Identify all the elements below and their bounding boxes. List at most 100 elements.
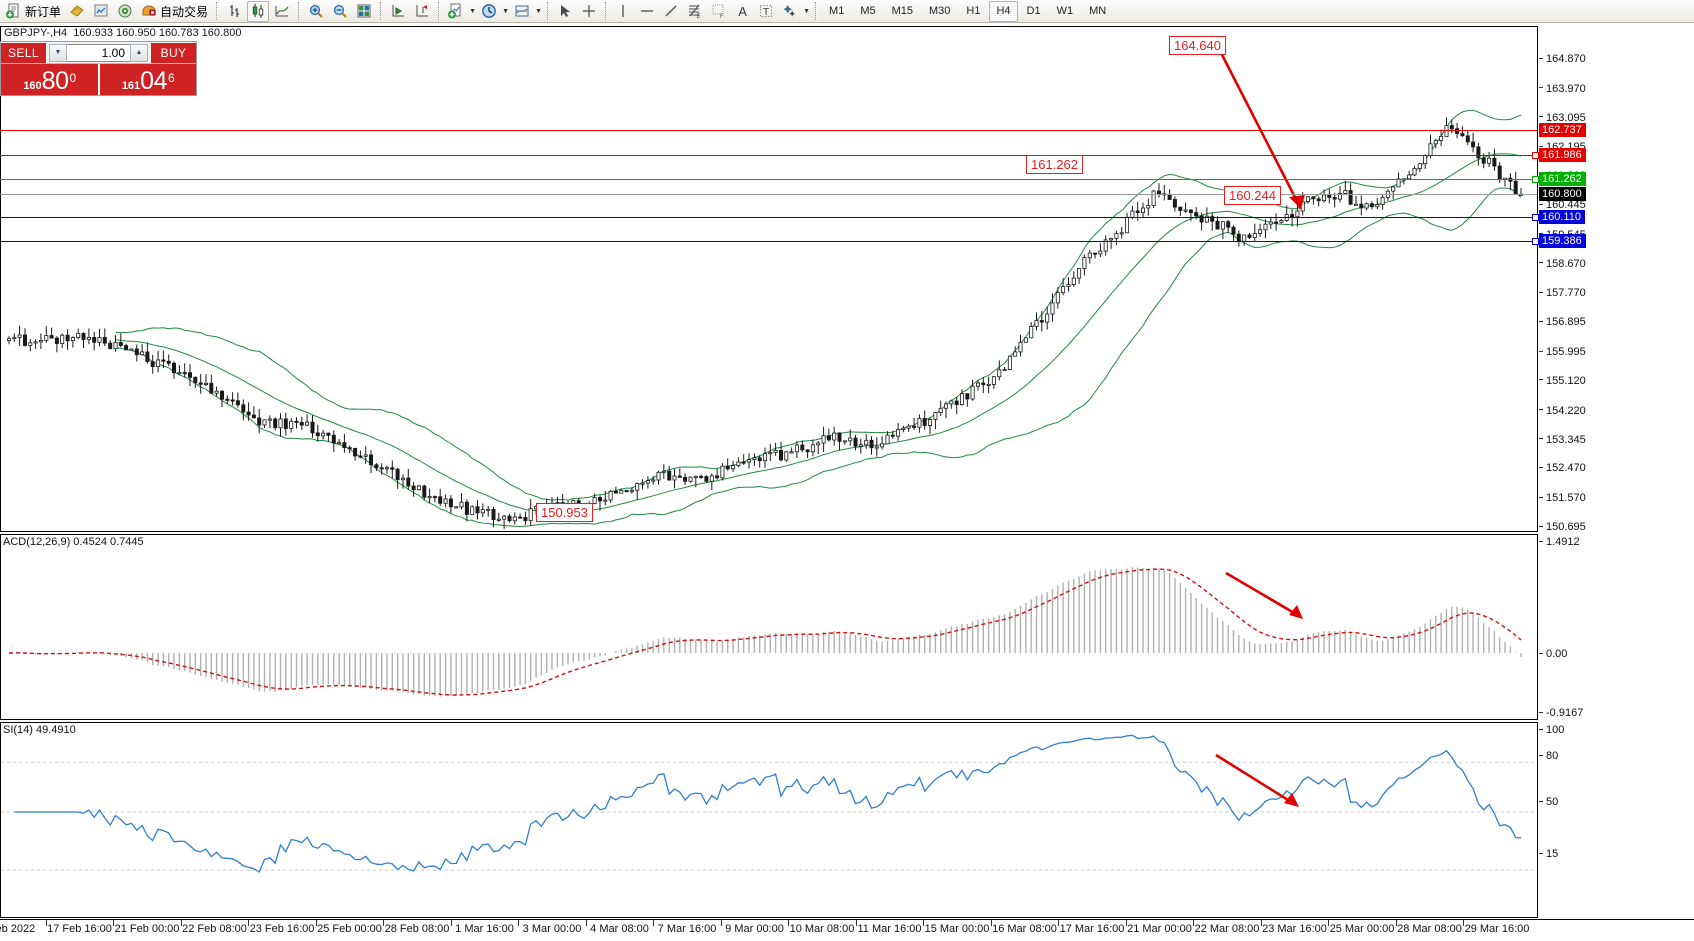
cursor-button[interactable] <box>554 1 576 22</box>
annotation-swing-low[interactable]: 150.953 <box>536 503 593 522</box>
templates-button[interactable] <box>511 1 533 22</box>
timeframe-m30[interactable]: M30 <box>929 5 951 17</box>
price-chart-canvas <box>7 44 1524 529</box>
trendline-icon <box>665 5 677 17</box>
price-level-line[interactable] <box>0 179 1537 181</box>
time-tick-separator <box>653 920 654 926</box>
grid-button[interactable] <box>353 1 375 22</box>
price-scale[interactable]: 164.870163.970163.095162.195161.320160.4… <box>1539 26 1694 533</box>
market-watch-icon <box>118 4 132 18</box>
volume-decrement-button[interactable]: ▼ <box>49 43 67 62</box>
timeframe-w1[interactable]: W1 <box>1056 5 1074 17</box>
price-level-line[interactable] <box>0 155 1537 157</box>
market-watch-button[interactable] <box>114 1 136 22</box>
price-level-label[interactable]: 162.737 <box>1539 123 1586 138</box>
timeframe-mn[interactable]: MN <box>1089 5 1107 17</box>
chart-shift-button[interactable] <box>411 1 433 22</box>
templates-dropdown-arrow[interactable]: ▼ <box>535 7 542 15</box>
new-order-label: 新订单 <box>25 4 62 19</box>
zoom-out-button[interactable] <box>329 1 351 22</box>
price-level-line[interactable] <box>0 241 1537 243</box>
timeframe-m5[interactable]: M5 <box>860 5 876 17</box>
sell-price-pip: 0 <box>69 71 77 85</box>
sell-button[interactable]: SELL <box>1 42 46 63</box>
line-chart-button[interactable] <box>271 1 293 22</box>
indicators-dropdown-arrow[interactable]: ▼ <box>469 7 476 15</box>
timeframe-m15[interactable]: M15 <box>891 5 913 17</box>
price-tick: 150.695 <box>1539 521 1586 533</box>
price-level-handle[interactable] <box>1532 152 1539 160</box>
shapes-dropdown-arrow[interactable]: ▼ <box>803 7 810 15</box>
annotation-swing-high[interactable]: 164.640 <box>1169 36 1226 55</box>
time-tick: 17 Mar 16:00 <box>1059 923 1125 935</box>
horizontal-line-button[interactable] <box>636 1 658 22</box>
price-level-line[interactable] <box>0 130 1537 132</box>
time-tick: 11 Mar 16:00 <box>857 923 922 935</box>
price-level-label[interactable]: 160.110 <box>1539 210 1585 225</box>
zoom-in-button[interactable] <box>305 1 327 22</box>
time-tick: 16 Mar 08:00 <box>992 923 1057 935</box>
price-tick: 156.895 <box>1539 316 1586 328</box>
text-button[interactable]: A <box>732 1 753 22</box>
new-order-button[interactable]: 新订单 <box>3 1 64 22</box>
indicators-button[interactable] <box>445 1 467 22</box>
time-tick-separator <box>248 920 249 926</box>
volume-input[interactable]: 1.00 <box>67 43 130 62</box>
chart-window[interactable]: GBPJPY-,H4 160.933 160.950 160.783 160.80… <box>0 23 1694 941</box>
price-level-label[interactable]: 161.986 <box>1539 148 1586 163</box>
time-tick: 1 Mar 16:00 <box>455 923 514 935</box>
equidistant-channel-button[interactable]: F <box>708 1 730 22</box>
price-level-line[interactable] <box>0 194 1537 196</box>
price-level-label[interactable]: 161.262 <box>1539 172 1586 187</box>
price-level-handle[interactable] <box>1532 214 1539 222</box>
scroll-to-end-button[interactable] <box>387 1 409 22</box>
price-tick: 153.345 <box>1539 434 1586 446</box>
volume-increment-button[interactable]: ▲ <box>130 43 148 62</box>
candlestick-chart-button[interactable] <box>247 0 270 22</box>
price-level-label[interactable]: 159.386 <box>1539 234 1586 249</box>
periods-dropdown-arrow[interactable]: ▼ <box>502 7 509 15</box>
expert-advisors-button[interactable] <box>66 1 88 22</box>
time-tick: 22 Mar 08:00 <box>1194 923 1260 935</box>
text-label-button[interactable]: T <box>755 1 777 22</box>
annotation-level-160244[interactable]: 160.244 <box>1224 186 1281 205</box>
price-level-label[interactable]: 160.800 <box>1539 187 1586 202</box>
macd-scale[interactable]: 1.4912 0.00 -0.9167 <box>1539 534 1694 720</box>
price-tick: 154.220 <box>1539 405 1586 417</box>
strategy-tester-button[interactable] <box>90 1 112 22</box>
timeframe-m1[interactable]: M1 <box>829 5 845 17</box>
time-tick: 25 Mar 00:00 <box>1329 923 1395 935</box>
rsi-scale[interactable]: 100 80 50 15 <box>1539 722 1694 918</box>
macd-pane[interactable]: ACD(12,26,9) 0.4524 0.7445 <box>0 534 1538 720</box>
price-pane[interactable] <box>0 26 1538 532</box>
periods-button[interactable] <box>478 1 500 22</box>
time-tick: 28 Feb 08:00 <box>384 923 450 935</box>
timeframe-d1[interactable]: D1 <box>1026 5 1041 17</box>
autotrading-button[interactable]: 自动交易 <box>138 1 211 22</box>
price-level-line[interactable] <box>0 217 1537 219</box>
time-tick: 29 Mar 16:00 <box>1464 923 1530 935</box>
sell-price-display[interactable]: 160 80 0 <box>1 64 98 95</box>
shapes-button[interactable] <box>779 1 801 22</box>
rsi-pane[interactable]: SI(14) 49.4910 <box>0 722 1538 918</box>
sell-price-big: 80 <box>41 67 69 95</box>
symbol-ohlc-line: GBPJPY-,H4 160.933 160.950 160.783 160.80… <box>4 27 241 39</box>
crosshair-button[interactable] <box>578 1 600 22</box>
grid-icon <box>357 4 371 18</box>
one-click-trading-panel[interactable]: SELL ▼ 1.00 ▲ BUY 160 80 0 161 04 6 <box>0 41 197 96</box>
vertical-line-button[interactable] <box>612 1 634 22</box>
toolbar-separator <box>216 2 219 20</box>
timeframe-h1[interactable]: H1 <box>966 5 981 17</box>
svg-text:E: E <box>697 14 701 19</box>
bar-chart-button[interactable] <box>223 1 245 22</box>
trendline-button[interactable] <box>660 1 682 22</box>
timeframe-h4[interactable]: H4 <box>989 0 1018 22</box>
annotation-level-161262[interactable]: 161.262 <box>1026 155 1083 174</box>
buy-button[interactable]: BUY <box>151 42 196 63</box>
fibonacci-button[interactable]: E <box>684 1 706 22</box>
price-level-handle[interactable] <box>1532 238 1539 246</box>
buy-price-display[interactable]: 161 04 6 <box>97 64 197 95</box>
price-level-handle[interactable] <box>1532 176 1539 184</box>
fibonacci-icon: E <box>689 4 701 19</box>
